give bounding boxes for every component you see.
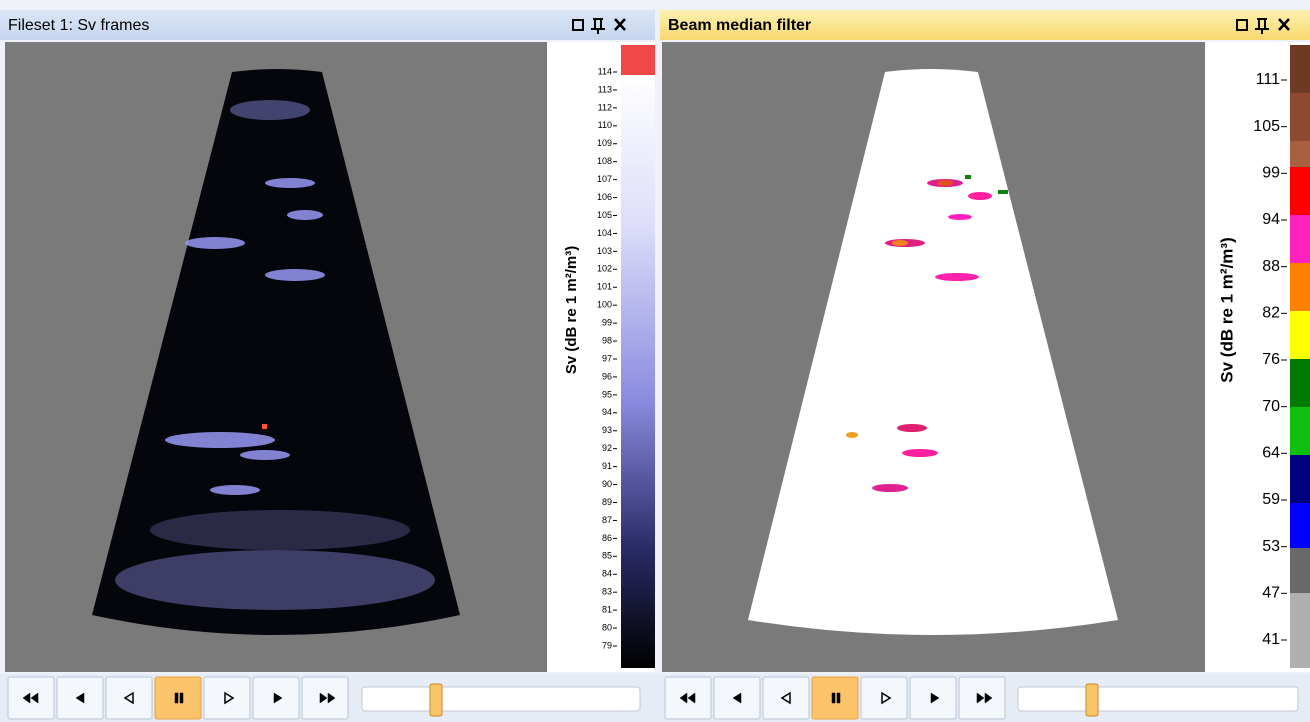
tick-label: 101 bbox=[597, 282, 612, 292]
tick-label: 107 bbox=[597, 174, 612, 184]
tick-label: 79 bbox=[602, 640, 612, 650]
frame-slider[interactable] bbox=[362, 687, 640, 711]
tick-label: 113 bbox=[598, 84, 612, 94]
tick-label: 97 bbox=[602, 353, 612, 363]
tick-label: 83 bbox=[602, 587, 612, 597]
tick-label: 105 bbox=[1253, 118, 1280, 135]
tick-label: 53 bbox=[1262, 538, 1280, 555]
axis-label: Sv (dB re 1 m²/m³) bbox=[1217, 237, 1236, 382]
playback-button[interactable] bbox=[204, 677, 250, 719]
tick-label: 47 bbox=[1262, 585, 1280, 602]
tick-label: 41 bbox=[1262, 631, 1280, 648]
tick-label: 59 bbox=[1262, 491, 1280, 508]
tick-label: 95 bbox=[602, 389, 612, 399]
playback-button[interactable] bbox=[763, 677, 809, 719]
tick-label: 105 bbox=[597, 210, 612, 220]
tick-label: 114 bbox=[598, 66, 612, 76]
tick-label: 87 bbox=[602, 515, 612, 525]
playback-button[interactable] bbox=[861, 677, 907, 719]
tick-label: 85 bbox=[602, 551, 612, 561]
tick-label: 111 bbox=[1256, 71, 1280, 88]
tick-label: 81 bbox=[602, 605, 612, 615]
app-window: Fileset 1: Sv frames Sv (dB re 1 m²/m³) … bbox=[0, 0, 1310, 722]
tick-label: 103 bbox=[597, 246, 612, 256]
tick-label: 88 bbox=[1262, 258, 1280, 275]
frame-slider[interactable] bbox=[1018, 687, 1298, 711]
tick-label: 89 bbox=[602, 497, 612, 507]
tick-label: 82 bbox=[1262, 305, 1280, 322]
tick-label: 84 bbox=[602, 569, 612, 579]
panel-title: Fileset 1: Sv frames bbox=[8, 17, 149, 34]
tick-label: 92 bbox=[602, 443, 612, 453]
tick-label: 109 bbox=[597, 138, 612, 148]
tick-label: 80 bbox=[602, 622, 612, 632]
tick-label: 106 bbox=[597, 192, 612, 202]
tick-label: 70 bbox=[1262, 398, 1280, 415]
tick-label: 86 bbox=[602, 533, 612, 543]
colorbar bbox=[1290, 45, 1310, 668]
tick-label: 96 bbox=[602, 371, 612, 381]
tick-label: 110 bbox=[598, 120, 612, 130]
slider-thumb[interactable] bbox=[1086, 684, 1098, 716]
tick-label: 94 bbox=[602, 407, 612, 417]
axis-label: Sv (dB re 1 m²/m³) bbox=[563, 246, 580, 374]
tick-label: 99 bbox=[1262, 165, 1280, 182]
tick-label: 64 bbox=[1262, 445, 1280, 462]
tick-label: 76 bbox=[1262, 351, 1280, 368]
colorbar bbox=[621, 75, 655, 668]
slider-thumb[interactable] bbox=[430, 684, 442, 716]
tick-label: 99 bbox=[602, 318, 612, 328]
tick-label: 104 bbox=[597, 228, 612, 238]
tick-label: 91 bbox=[602, 461, 612, 471]
tick-label: 94 bbox=[1262, 211, 1280, 228]
tick-label: 100 bbox=[597, 300, 612, 310]
tick-label: 90 bbox=[602, 479, 612, 489]
tick-label: 98 bbox=[602, 335, 612, 345]
panel-title: Beam median filter bbox=[668, 17, 811, 34]
playback-button[interactable] bbox=[106, 677, 152, 719]
tick-label: 108 bbox=[597, 156, 612, 166]
tick-label: 93 bbox=[602, 425, 612, 435]
tick-label: 112 bbox=[598, 102, 612, 112]
colorbar-top bbox=[621, 45, 655, 75]
echo-peak bbox=[262, 424, 267, 429]
tick-label: 102 bbox=[597, 264, 612, 274]
